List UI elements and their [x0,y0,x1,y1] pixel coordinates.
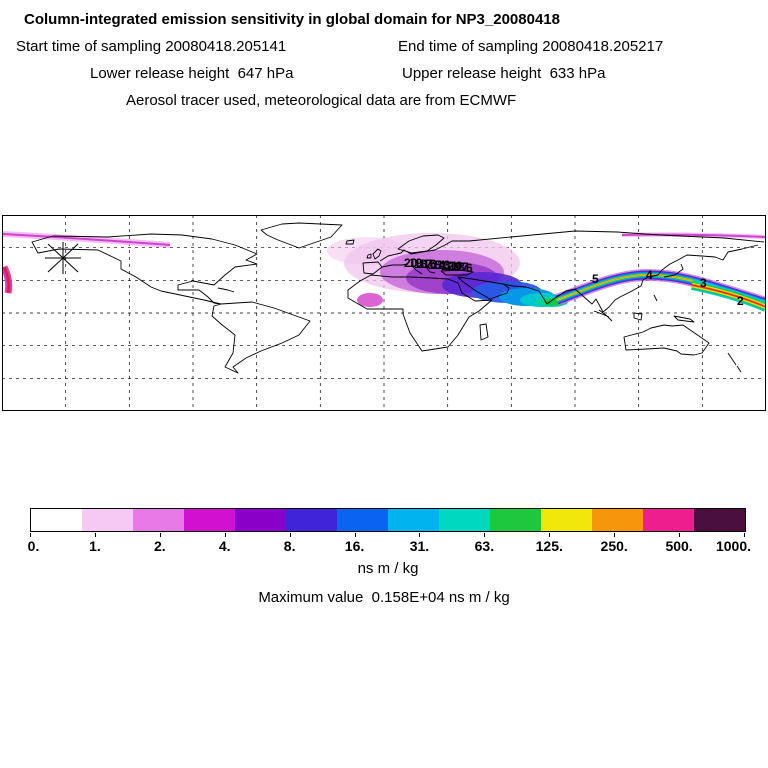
colorbar-tick-mark [679,533,681,537]
colorbar-cell [286,509,337,531]
trajectory-time-label: 17 [419,257,433,271]
colorbar-cell [592,509,643,531]
colorbar-tick-label: 0. [27,538,40,554]
colorbar-cell [337,509,388,531]
colorbar-tick-mark [224,533,226,537]
trajectory-time-label: 13 [437,258,451,272]
colorbar-tick-label: 31. [409,538,430,554]
trajectory-time-label: 14 [432,258,446,272]
trajectory-time-label: 9 [454,260,461,274]
colorbar-cell [439,509,490,531]
end-time-label: End time of sampling 20080418.205217 [398,38,664,55]
trajectory-time-label: 6 [466,261,473,275]
plume [2,231,766,312]
colorbar-tick-mark [614,533,616,537]
grid-lines [2,215,766,411]
colorbar-cell [184,509,235,531]
trajectory-time-label: 8 [458,260,465,274]
colorbar-tick-label: 16. [344,538,365,554]
colorbar-tick-label: 1000. [715,538,752,554]
colorbar [30,508,746,532]
colorbar-tick-label: 2. [153,538,166,554]
trajectory-time-label: 5 [592,272,599,286]
colorbar-tick-mark [159,533,161,537]
colorbar-cell [31,509,82,531]
colorbar-cell [490,509,541,531]
map-border [2,215,766,411]
colorbar-tick-label: 250. [600,538,628,554]
trajectory-time-label: 20 [404,256,418,270]
colorbar-tick-label: 1. [89,538,101,554]
trajectory-time-label: 12 [441,259,455,273]
colorbar-cell [235,509,286,531]
trajectory-time-label: 18 [414,257,428,271]
tracer-info-label: Aerosol tracer used, meteorological data… [126,92,517,109]
colorbar-tick-mark [419,533,421,537]
release-heights-line: Lower release height 647 hPa Upper releas… [0,60,768,87]
sampling-times-line: Start time of sampling 20080418.205141 En… [0,33,768,60]
colorbar-cell [694,509,745,531]
colorbar-cell [82,509,133,531]
trajectory-time-label: 3 [700,276,707,290]
trajectory-time-label: 10 [449,259,463,273]
colorbar-ticks: 0. 1. 2. 4. 8. 16. 31. 63. 125. 250. 500. 1000. [27,533,751,555]
trajectory-time-label: 11 [445,259,458,273]
colorbar-tick-mark [744,533,745,537]
lower-release-height-label: Lower release height 647 hPa [90,65,294,82]
coastlines [31,222,765,374]
colorbar-tick-label: 8. [283,538,296,554]
trajectory-time-label: 2 [737,294,744,308]
figure-header: Column-integrated emission sensitivity i… [0,6,768,114]
colorbar-tick-mark [30,533,31,537]
trajectory-time-label: 19 [409,256,423,270]
colorbar-cell [643,509,694,531]
colorbar-tick-mark [94,533,96,537]
colorbar-cell [541,509,592,531]
trajectory-time-label: 4 [646,268,653,282]
colorbar-tick-mark [484,533,486,537]
colorbar-units-label: ns m / kg [357,560,419,577]
colorbar-tick-label: 500. [665,538,693,554]
colorbar-cell [388,509,439,531]
source-marker-icon [45,242,81,274]
maximum-value-label: Maximum value 0.158E+04 ns m / kg [258,589,510,606]
colorbar-tick-mark [549,533,551,537]
start-time-label: Start time of sampling 20080418.205141 [16,38,287,55]
trajectory-time-label: 15 [428,258,442,272]
trajectory-time-label: 16 [423,257,437,271]
colorbar-tick-label: 4. [218,538,231,554]
colorbar-tick-mark [354,533,356,537]
colorbar-tick-label: 125. [535,538,563,554]
upper-release-height-label: Upper release height 633 hPa [402,65,606,82]
trajectory-time-label: 7 [462,260,469,274]
colorbar-tick-label: 63. [474,538,495,554]
colorbar-cell [133,509,184,531]
colorbar-tick-mark [289,533,291,537]
world-map: 20 19 18 17 16 15 14 13 12 11 10 9 8 7 6 5 4 3 2 [2,215,766,411]
figure-title: Column-integrated emission sensitivity i… [24,11,560,28]
